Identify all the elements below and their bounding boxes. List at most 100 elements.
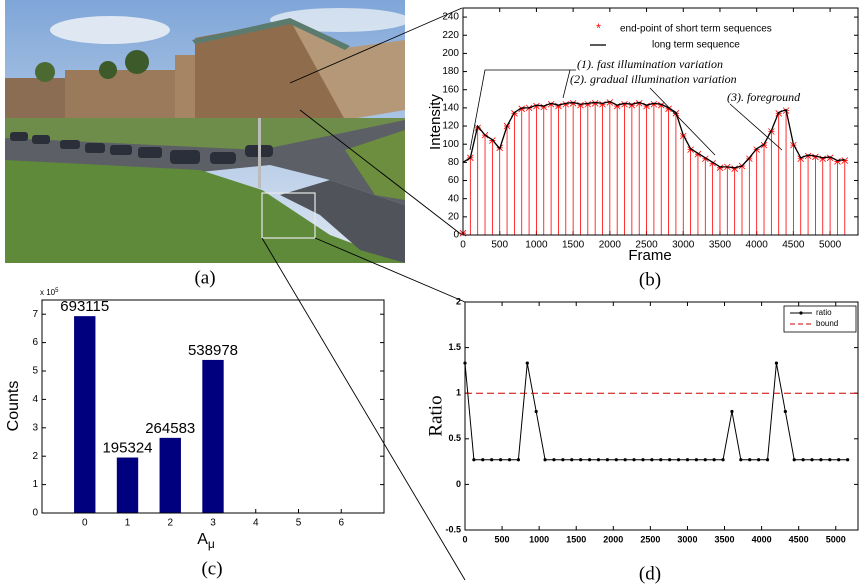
end-point [746,155,753,235]
ratio-point [730,409,734,414]
end-point [804,152,812,235]
end-point [635,100,643,235]
caption: (b) [639,269,661,290]
end-point [606,99,614,235]
annotation: (2). gradual illumination variation [570,72,737,86]
ratio-point [757,458,761,462]
end-point [584,100,592,235]
plot-frame [464,301,859,531]
end-point [782,107,790,235]
x-axis-label-main: A [197,531,208,548]
x-tick-label: 5000 [819,240,842,251]
x-tick-label: 1000 [525,240,548,251]
end-point [760,141,768,235]
end-point [591,100,599,235]
end-point [775,110,782,235]
y-tick-label: 220 [442,30,459,41]
ratio-point [570,458,574,462]
ratio-point [748,458,752,462]
plot-frame [462,7,859,236]
ratio-point [534,409,538,414]
end-point [687,146,694,235]
x-tick-label: 2500 [640,534,660,544]
caption: (d) [639,563,661,584]
ratio-point [774,361,779,365]
x-tick-label: 2500 [635,240,658,251]
annotation: (1). fast illumination variation [577,57,723,71]
x-tick-label: 3000 [677,534,697,544]
y-tick-label: -0.5 [445,524,461,534]
y-tick-label: 160 [442,84,459,95]
ratio-point [676,458,681,462]
plot-frame [41,299,385,514]
x-axis-label: Frame [628,247,671,264]
bar [116,457,139,513]
ratio-point [507,458,512,462]
end-point [467,154,474,235]
y-tick-label: 4 [32,394,38,405]
caption: (a) [194,267,215,288]
end-point [724,163,731,235]
end-point [797,155,805,235]
end-point [489,137,496,235]
ratio-point [668,458,672,462]
x-tick-label: 4500 [782,240,805,251]
ratio-point [561,458,565,462]
caption: (c) [201,558,222,579]
y-multiplier-base: x 10 [40,288,56,297]
ratio-point [481,458,485,462]
y-tick-label: 40 [448,193,460,204]
bar [159,437,181,513]
ratio-point [552,458,556,462]
y-tick-label: 2 [32,451,38,462]
ratio-point [605,458,609,462]
end-point [511,110,518,235]
ratio-point [525,361,529,365]
ratio-point [516,458,520,462]
ratio-point [632,458,636,462]
y-tick-label: 180 [442,66,459,77]
end-point [496,144,503,235]
annotation-arrow [729,103,783,151]
y-tick-label: 100 [442,139,459,150]
y-tick-label: 7 [32,309,38,320]
legend-label: bound [816,319,838,328]
y-tick-label: 5 [32,366,38,377]
x-tick-label: 2 [167,518,173,529]
ratio-point [623,458,627,462]
x-tick-label: 2000 [599,240,622,251]
end-point [577,101,584,235]
ratio-point [703,458,707,462]
y-multiplier: x 105 [40,288,59,298]
ratio-point [783,409,787,414]
value-label: 693115 [60,298,109,315]
y-tick-label: 0 [32,508,38,519]
legend-marker: * [596,20,601,35]
y-axis-label: Counts [5,381,22,432]
y-axis-label: Ratio [425,395,446,436]
x-tick-label: 6 [338,518,344,529]
x-tick-label: 1500 [566,534,586,544]
ratio-point [810,458,814,462]
end-point [562,100,570,235]
end-point [621,100,628,235]
y-tick-label: 0 [453,230,459,241]
end-point [665,105,672,235]
x-tick-label: 1000 [529,534,549,544]
end-point [518,105,526,235]
x-tick-label: 3500 [709,240,732,251]
ratio-point [641,458,645,462]
x-axis-label: Aμ [197,531,215,551]
ratio-point [587,458,592,462]
x-tick-label: 3000 [672,240,695,251]
y-tick-label: 20 [448,211,460,222]
x-tick-label: 5 [296,518,302,529]
y-tick-label: 6 [32,337,38,348]
end-point [628,101,636,235]
ratio-point [765,458,770,462]
annotation-arrow [562,69,571,99]
x-tick-label: 3500 [715,534,735,544]
ratio-point [596,458,601,462]
end-point [826,154,834,235]
end-point [657,101,665,235]
